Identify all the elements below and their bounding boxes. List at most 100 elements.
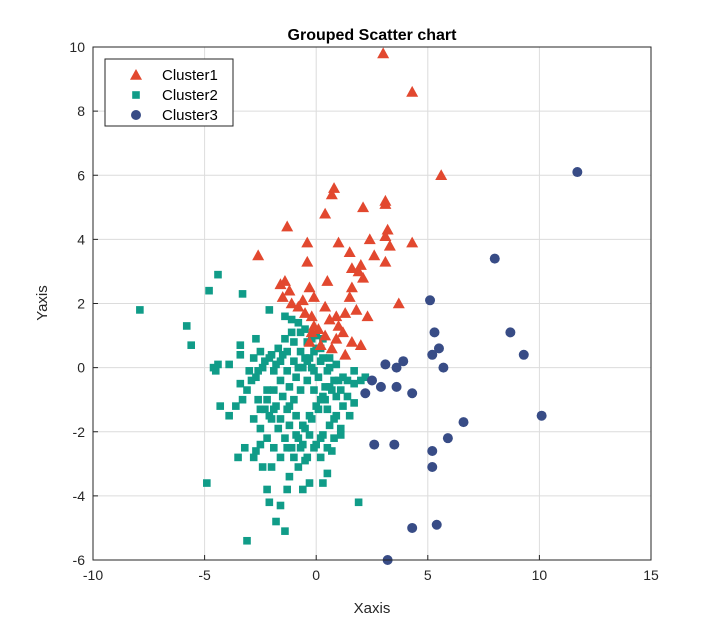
point-triangle bbox=[285, 297, 298, 309]
point-circle bbox=[536, 410, 547, 421]
point-square bbox=[290, 338, 298, 346]
legend-marker-square bbox=[132, 91, 140, 99]
point-triangle bbox=[339, 348, 352, 360]
point-triangle bbox=[283, 284, 296, 296]
point-square bbox=[316, 453, 325, 462]
y-tick-label: 10 bbox=[69, 39, 85, 55]
point-square bbox=[256, 424, 265, 433]
point-square bbox=[325, 354, 334, 362]
point-triangle bbox=[276, 291, 289, 302]
point-circle bbox=[427, 349, 438, 360]
point-square bbox=[249, 453, 258, 462]
point-square bbox=[272, 360, 280, 369]
point-triangle bbox=[354, 259, 367, 270]
point-square bbox=[258, 363, 267, 372]
legend-label: Cluster2 bbox=[162, 87, 218, 104]
x-tick-label: 5 bbox=[424, 567, 432, 583]
point-square bbox=[283, 485, 291, 494]
legend-label: Cluster1 bbox=[162, 67, 218, 84]
point-square bbox=[296, 386, 305, 394]
point-circle bbox=[425, 295, 436, 306]
point-square bbox=[263, 395, 271, 404]
point-square bbox=[265, 354, 274, 362]
legend-box bbox=[104, 58, 234, 127]
point-square bbox=[136, 306, 144, 314]
legend: Cluster1 Cluster2 Cluster3 bbox=[104, 58, 234, 127]
point-square bbox=[319, 392, 327, 401]
point-circle bbox=[375, 381, 386, 392]
point-square bbox=[357, 376, 365, 385]
point-square bbox=[343, 376, 352, 385]
legend-label: Cluster3 bbox=[162, 107, 218, 124]
point-square bbox=[256, 440, 265, 449]
point-square bbox=[310, 386, 318, 394]
point-square bbox=[214, 270, 222, 279]
point-square bbox=[216, 402, 225, 410]
point-square bbox=[339, 373, 347, 382]
point-triangle bbox=[354, 339, 367, 350]
point-square bbox=[305, 479, 314, 487]
point-square bbox=[252, 373, 260, 382]
point-square bbox=[265, 411, 274, 420]
point-square bbox=[276, 376, 285, 385]
point-circle bbox=[391, 381, 402, 392]
point-square bbox=[290, 357, 298, 366]
point-triangle bbox=[368, 249, 381, 261]
point-square bbox=[187, 341, 196, 349]
point-square bbox=[269, 367, 278, 375]
x-tick-label: -10 bbox=[83, 567, 103, 583]
point-circle bbox=[398, 356, 409, 367]
point-square bbox=[319, 354, 327, 362]
point-circle bbox=[442, 433, 453, 444]
point-triangle bbox=[330, 332, 343, 344]
x-tick-label: 10 bbox=[532, 567, 548, 583]
point-triangle bbox=[435, 169, 448, 181]
point-square bbox=[296, 328, 305, 337]
point-triangle bbox=[350, 303, 363, 315]
y-tick-label: 4 bbox=[77, 231, 85, 247]
plot-frame bbox=[92, 46, 652, 561]
point-triangle bbox=[301, 236, 314, 248]
point-square bbox=[249, 354, 258, 362]
point-square bbox=[182, 322, 191, 330]
point-triangle bbox=[332, 319, 345, 331]
point-square bbox=[252, 334, 260, 343]
y-tick-label: 8 bbox=[77, 103, 85, 119]
point-triangle bbox=[323, 313, 336, 325]
point-square bbox=[294, 363, 303, 372]
point-square bbox=[276, 501, 285, 510]
y-axis-label: Yaxis bbox=[34, 285, 51, 321]
point-triangle bbox=[339, 307, 352, 318]
point-circle bbox=[518, 349, 529, 360]
point-square bbox=[236, 379, 245, 388]
point-square bbox=[285, 472, 294, 481]
point-square bbox=[321, 383, 329, 391]
point-triangle bbox=[321, 275, 334, 286]
point-triangle bbox=[379, 255, 392, 267]
point-triangle bbox=[332, 236, 345, 248]
point-triangle bbox=[361, 310, 374, 322]
point-square bbox=[301, 325, 309, 333]
point-square bbox=[232, 402, 240, 410]
point-triangle bbox=[319, 207, 332, 219]
y-tick-label: -2 bbox=[73, 424, 86, 440]
point-square bbox=[285, 383, 294, 391]
point-triangle bbox=[305, 310, 318, 322]
point-circle bbox=[407, 522, 418, 533]
point-square bbox=[276, 415, 285, 423]
series-cluster1 bbox=[252, 47, 448, 360]
point-triangle bbox=[305, 326, 318, 338]
point-square bbox=[292, 411, 300, 420]
point-square bbox=[332, 392, 341, 401]
point-square bbox=[332, 360, 341, 369]
point-square bbox=[307, 363, 316, 372]
point-square bbox=[299, 485, 307, 494]
point-square bbox=[361, 373, 370, 382]
point-triangle bbox=[325, 342, 338, 354]
point-square bbox=[281, 312, 289, 321]
point-square bbox=[345, 411, 354, 420]
point-square bbox=[354, 498, 363, 507]
point-square bbox=[292, 373, 300, 382]
point-triangle bbox=[379, 198, 392, 209]
point-square bbox=[312, 440, 320, 449]
